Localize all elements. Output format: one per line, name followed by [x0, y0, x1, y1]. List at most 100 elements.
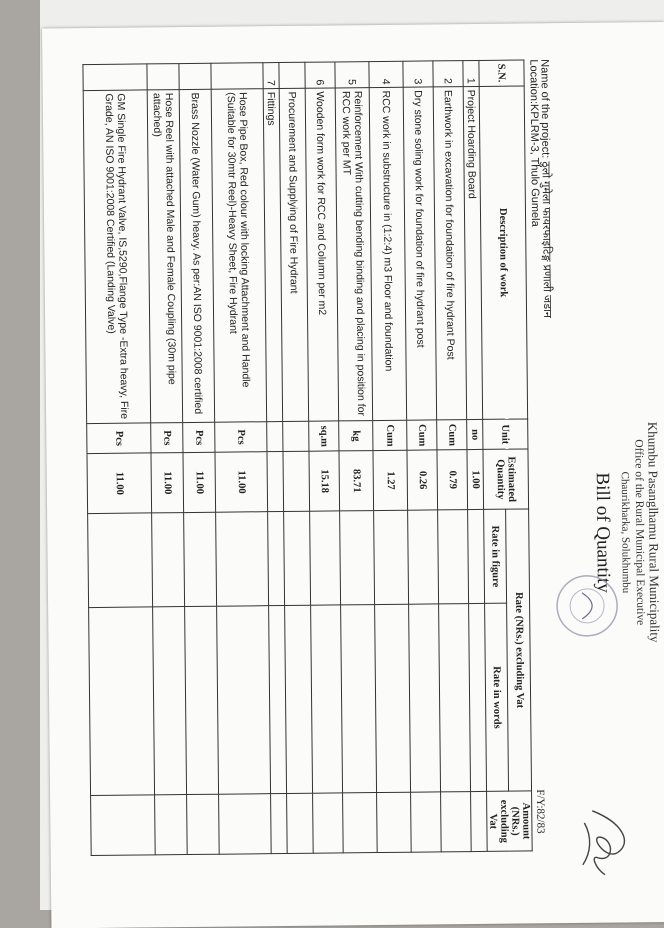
header-unit: Unit: [482, 419, 528, 450]
row-sn: 6: [304, 61, 336, 88]
row-description: GM Single Fire Hydrant Valve, IS,5290,Fl…: [83, 89, 151, 424]
row-rate-words[interactable]: [374, 604, 411, 793]
row-amount[interactable]: [286, 793, 314, 854]
row-sn: [82, 63, 148, 91]
row-quantity: 0.79: [436, 449, 468, 510]
row-description: Procurement and Supplying of Fire Hydran…: [279, 87, 309, 422]
row-rate-figure[interactable]: [467, 509, 485, 604]
row-quantity: 15.18: [308, 451, 340, 512]
row-amount[interactable]: [270, 793, 288, 854]
header-rate-group: Rate (NRs.) excluding Vat: [506, 508, 532, 792]
row-quantity: 11.00: [182, 452, 216, 513]
row-amount[interactable]: [154, 794, 188, 855]
row-rate-figure[interactable]: [151, 512, 185, 608]
row-rate-figure[interactable]: [407, 509, 439, 605]
row-rate-words[interactable]: [88, 607, 155, 796]
row-description: Wooden form work for RCC and Column per …: [305, 87, 339, 422]
row-quantity: 11.00: [86, 453, 152, 514]
fiscal-year: F/Y:82/83: [534, 789, 547, 834]
row-rate-figure[interactable]: [437, 509, 469, 605]
header-amount: Amount (NRs.) excluding Vat: [486, 791, 533, 852]
row-rate-words[interactable]: [438, 603, 471, 792]
row-description: Hose Pipe Box, Red colour with locking A…: [211, 88, 267, 423]
row-unit: [282, 421, 309, 452]
row-quantity: 11.00: [150, 452, 184, 513]
row-rate-figure[interactable]: [267, 511, 285, 606]
row-amount[interactable]: [410, 791, 442, 853]
row-amount[interactable]: [470, 791, 488, 852]
table-row: Hose Pipe Box, Red colour with locking A…: [210, 62, 272, 855]
row-amount[interactable]: [90, 794, 156, 856]
header-rate-words: Rate in words: [484, 603, 510, 792]
row-sn: [146, 63, 180, 90]
row-quantity: 1.27: [372, 450, 408, 511]
row-rate-words[interactable]: [268, 605, 287, 794]
row-sn: 2: [432, 60, 464, 87]
document-page: Khumbu Pasanglhamu Rural Municipality Of…: [42, 22, 664, 928]
row-rate-words[interactable]: [310, 605, 343, 794]
office-stamp: [556, 575, 618, 637]
row-sn: 7: [262, 62, 280, 89]
row-sn: [278, 62, 306, 89]
row-description: Brass Nozzle (Water Gum) heavy. As per:A…: [179, 88, 215, 423]
row-unit: no: [466, 419, 483, 450]
row-sn: [210, 62, 264, 89]
row-rate-figure[interactable]: [373, 510, 409, 605]
row-quantity: [266, 451, 284, 512]
boq-table: S.N. Description of work Unit Estimated …: [82, 59, 533, 856]
row-sn: [178, 63, 212, 90]
row-sn: 1: [462, 60, 480, 87]
row-unit: Cum: [372, 420, 407, 451]
row-quantity: 11.00: [214, 451, 268, 513]
row-quantity: [282, 451, 310, 512]
row-description: Earthwork in excavation for foundation o…: [433, 86, 467, 421]
row-rate-words[interactable]: [284, 605, 313, 794]
row-description: Hose Reel with attached Male and Female …: [147, 89, 183, 424]
row-description: Dry stone soling work for foundation of …: [403, 86, 437, 421]
row-amount[interactable]: [218, 793, 272, 855]
row-rate-words[interactable]: [152, 606, 187, 795]
row-sn: 4: [368, 61, 404, 88]
row-rate-figure[interactable]: [339, 510, 375, 606]
signature: [582, 810, 626, 876]
row-rate-figure[interactable]: [215, 511, 269, 607]
row-rate-figure[interactable]: [309, 510, 341, 606]
row-unit: kg: [338, 420, 373, 452]
row-quantity: 1.00: [466, 449, 484, 510]
row-rate-figure[interactable]: [183, 512, 217, 607]
row-quantity: 83.71: [338, 450, 374, 511]
row-quantity: 0.26: [406, 450, 438, 511]
row-amount[interactable]: [376, 792, 412, 853]
row-description: RCC work in substructure in (1:2:4) m3 F…: [369, 86, 407, 421]
row-unit: Pcs: [214, 421, 267, 453]
project-location: Location:KPLRM-3, Thulo Gumela: [527, 59, 542, 227]
row-unit: Pcs: [86, 423, 151, 454]
row-unit: Pcs: [182, 422, 215, 453]
document-title: Bill of Quantity: [591, 472, 614, 593]
header-quantity: Estimated Quantity: [482, 449, 529, 510]
row-amount[interactable]: [440, 791, 472, 852]
row-rate-words[interactable]: [468, 603, 487, 792]
row-amount[interactable]: [312, 793, 344, 854]
row-sn: 3: [402, 60, 434, 87]
row-unit: Pcs: [150, 422, 183, 454]
row-amount[interactable]: [342, 792, 378, 853]
row-rate-words[interactable]: [184, 606, 219, 795]
row-amount[interactable]: [186, 794, 220, 855]
row-unit: Cum: [406, 420, 437, 451]
table-row: GM Single Fire Hydrant Valve, IS,5290,Fl…: [82, 63, 156, 856]
row-rate-words[interactable]: [216, 605, 271, 795]
row-description: Reinforcement With cutting bending bindi…: [335, 87, 373, 422]
row-unit: [266, 421, 283, 452]
header-sn: S.N.: [478, 59, 525, 87]
row-unit: sq.m: [308, 421, 339, 452]
header-rate-figure: Rate in figure: [483, 509, 508, 604]
row-rate-figure[interactable]: [87, 512, 153, 608]
header-description: Description of work: [479, 85, 528, 420]
row-sn: 5: [334, 61, 370, 88]
row-rate-figure[interactable]: [283, 511, 311, 606]
row-unit: Cum: [436, 419, 467, 451]
row-rate-words[interactable]: [340, 604, 377, 794]
row-rate-words[interactable]: [408, 604, 441, 793]
